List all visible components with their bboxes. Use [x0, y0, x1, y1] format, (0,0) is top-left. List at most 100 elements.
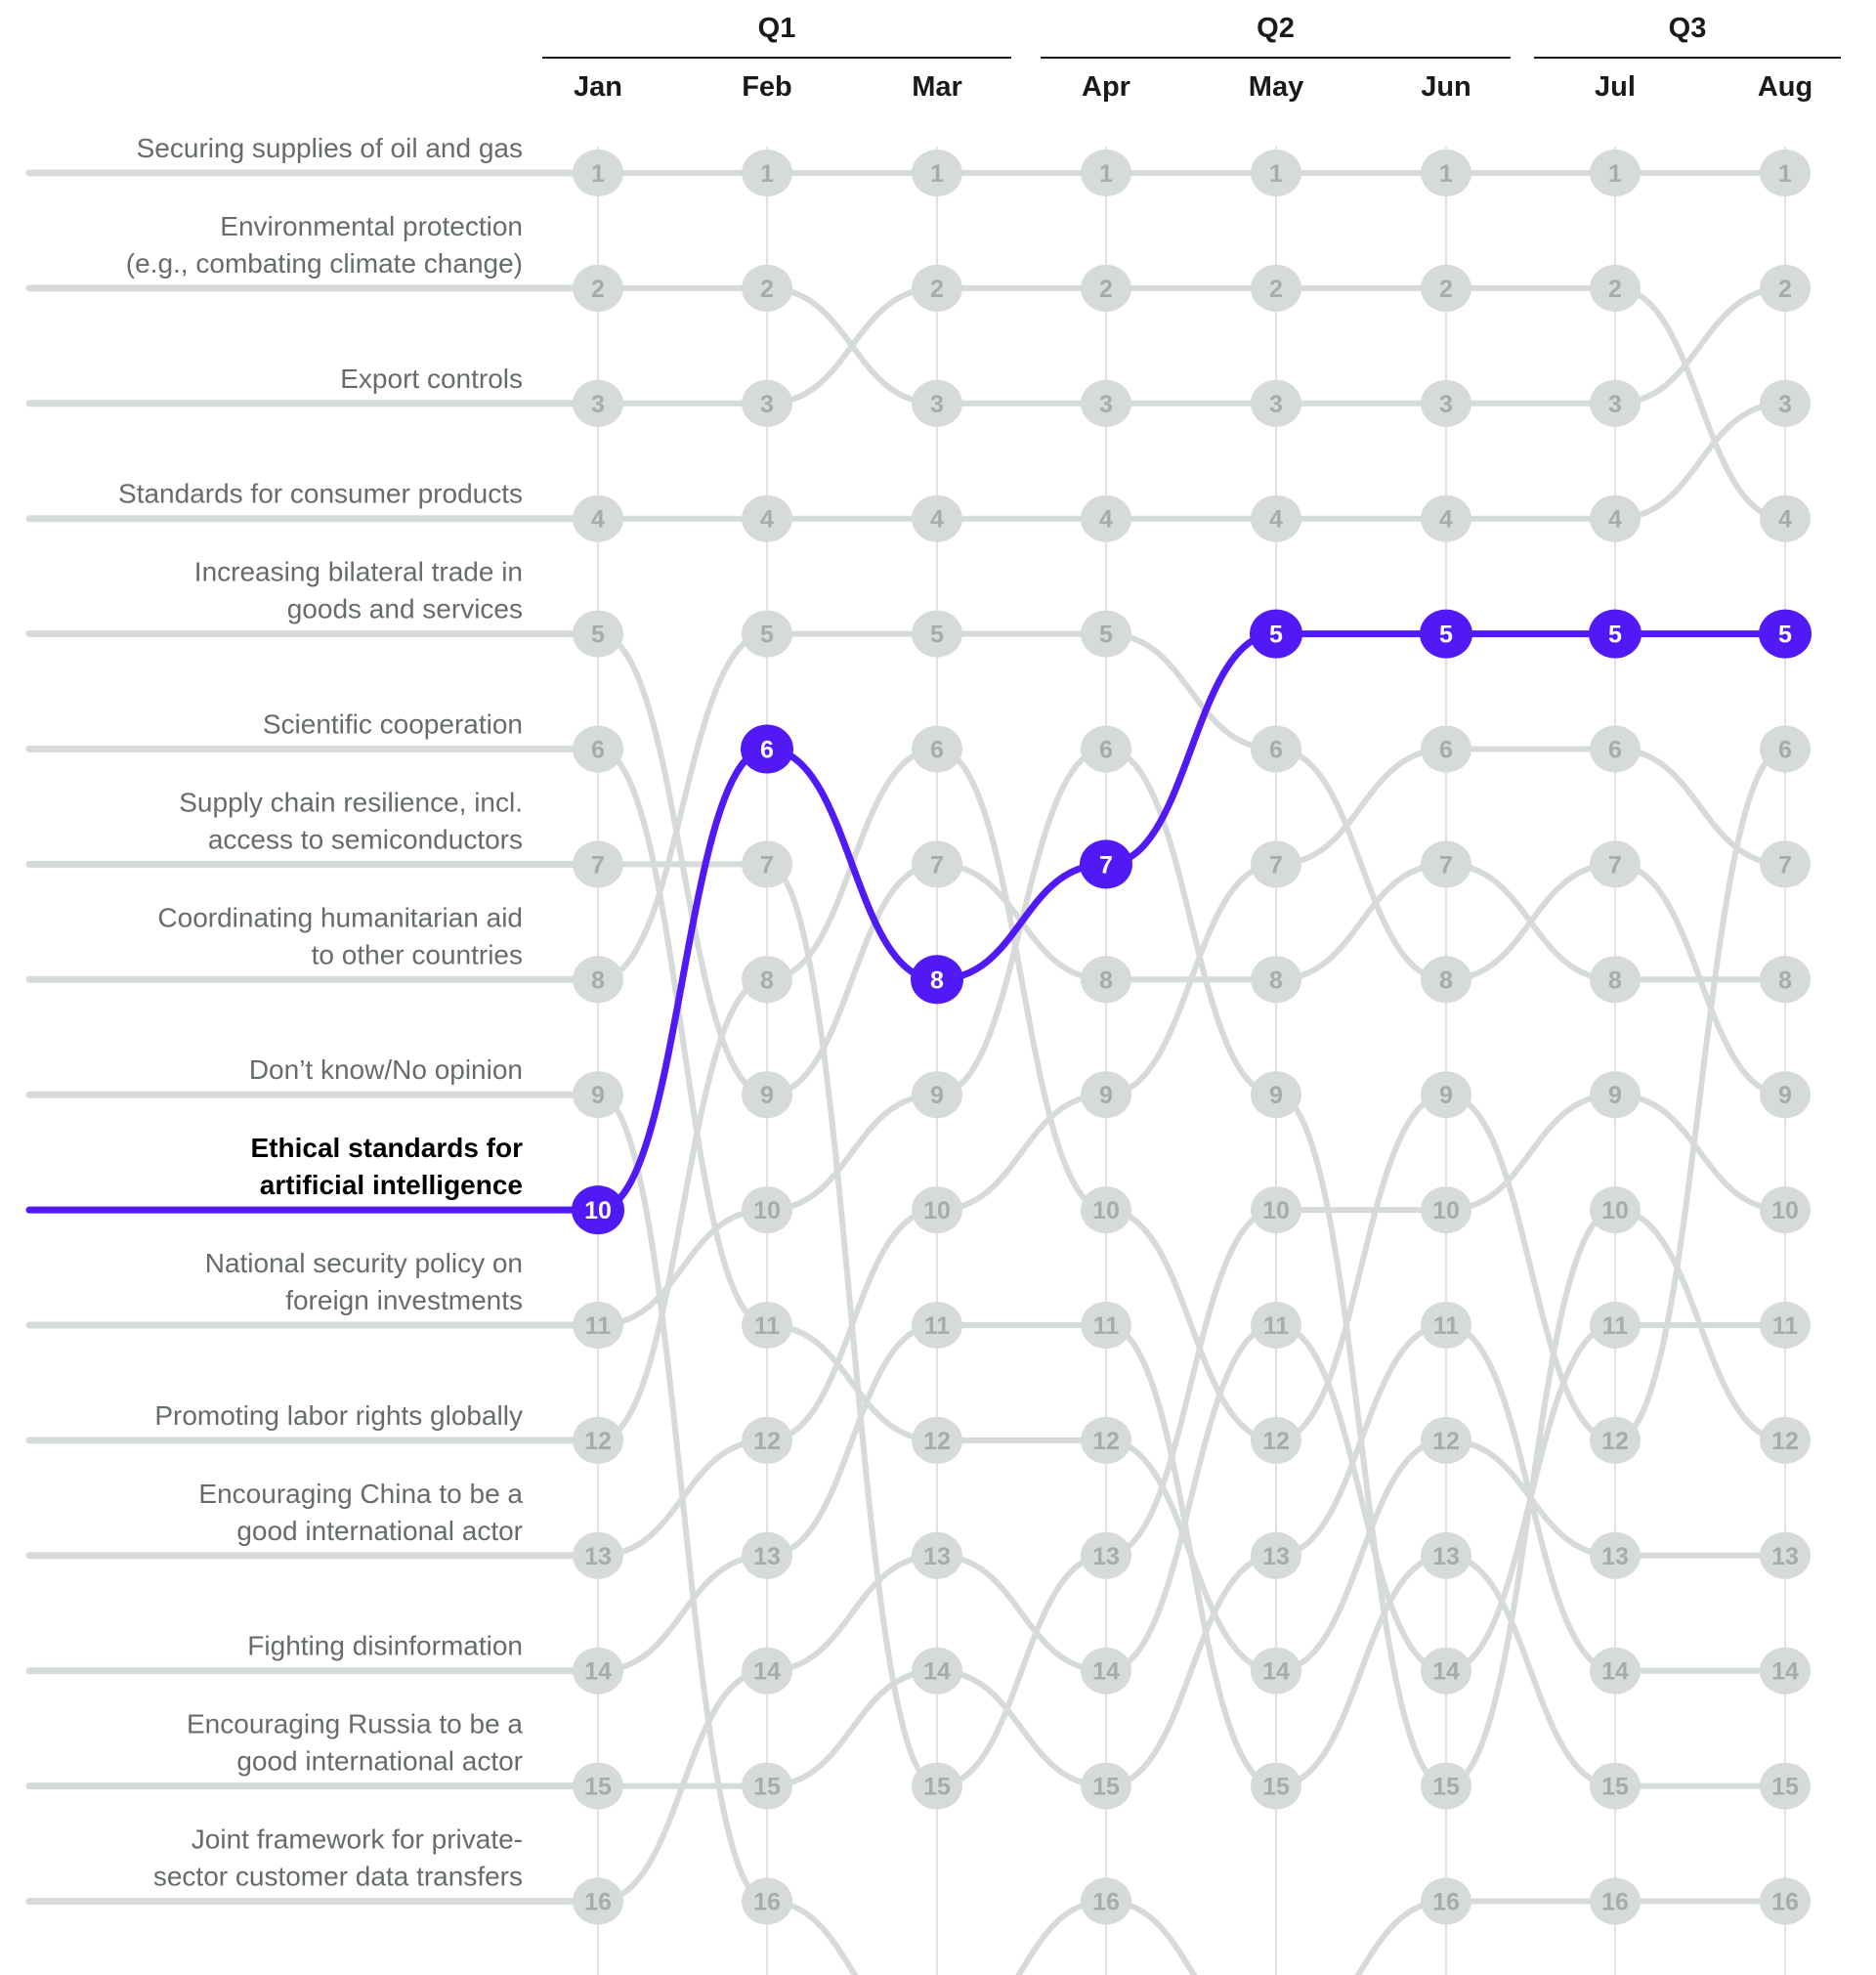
rank-marker: [1421, 956, 1471, 1004]
rank-label: 12: [1262, 1428, 1290, 1455]
rank-label: 12: [1092, 1428, 1120, 1455]
rank-label: 11: [1093, 1312, 1120, 1340]
series-label: (e.g., combating climate change): [126, 248, 523, 279]
highlight-series: Ethical standards for artificial intellig…: [25, 609, 1812, 1235]
rank-label: 9: [1099, 1082, 1113, 1109]
rank-marker: [912, 1647, 962, 1695]
rank-marker: [1081, 150, 1131, 196]
series-label: good international actor: [236, 1516, 523, 1546]
series-label: sector customer data transfers: [153, 1862, 523, 1892]
rank-marker: [742, 840, 792, 888]
rank-label: 14: [923, 1658, 951, 1686]
rank-label: 13: [1601, 1543, 1629, 1570]
rank-label: 2: [1099, 276, 1113, 303]
rank-label: 7: [591, 851, 605, 879]
rank-label: 5: [1608, 622, 1622, 649]
rank-marker: [573, 956, 623, 1004]
rank-marker: [573, 1531, 623, 1579]
rank-label: 1: [1439, 160, 1453, 188]
rank-marker: [742, 1416, 792, 1464]
rank-marker: [1590, 379, 1641, 427]
month-label: Jun: [1421, 71, 1471, 103]
rank-label: 6: [1778, 737, 1792, 764]
rank-label: 14: [1262, 1658, 1290, 1686]
rank-label: 10: [1432, 1197, 1460, 1224]
rank-label: 16: [1432, 1889, 1460, 1916]
rank-label: 13: [1432, 1543, 1460, 1570]
rank-label: 15: [753, 1774, 781, 1801]
rank-marker: [1081, 264, 1131, 312]
rank-marker: [1251, 494, 1301, 542]
rank-label: 9: [591, 1082, 605, 1109]
rank-marker: [1081, 1762, 1131, 1810]
rank-marker: [1760, 1762, 1811, 1810]
rank-marker: [573, 1302, 623, 1349]
rank-marker: [1590, 956, 1641, 1004]
series-line: [597, 1321, 1785, 1905]
rank-label: 2: [1778, 276, 1792, 303]
series-label: Standards for consumer products: [118, 479, 523, 509]
series-label: Increasing bilateral trade in: [194, 557, 523, 587]
rank-label: 8: [1269, 966, 1283, 994]
rank-label: 11: [1433, 1312, 1460, 1340]
rank-label: 5: [760, 622, 774, 649]
rank-label: 10: [753, 1197, 781, 1224]
rank-label: 8: [760, 966, 774, 994]
rank-label: 3: [1269, 391, 1283, 418]
rank-marker: [573, 1647, 623, 1695]
rank-label: 3: [1778, 391, 1792, 418]
rank-marker: [573, 1416, 623, 1464]
rank-label: 10: [923, 1197, 951, 1224]
rank-marker: [1421, 1647, 1471, 1695]
rank-marker: [1760, 1416, 1811, 1464]
rank-marker: [1760, 494, 1811, 542]
rank-marker: [1251, 1416, 1301, 1464]
rank-marker: [1590, 1071, 1641, 1119]
series-label: Coordinating humanitarian aid: [157, 902, 523, 932]
rank-label: 1: [760, 160, 774, 188]
rank-marker: [1760, 1186, 1811, 1234]
rank-marker: [1421, 1186, 1471, 1234]
rank-marker: [1590, 840, 1641, 888]
month-label: Feb: [742, 71, 792, 103]
rank-marker: [1081, 1416, 1131, 1464]
rank-marker: [1760, 840, 1811, 888]
rank-marker: [1760, 1531, 1811, 1579]
rank-marker: [1081, 1186, 1131, 1234]
rank-label: 4: [1099, 506, 1113, 534]
rank-label: 8: [1099, 966, 1113, 994]
rank-label: 4: [760, 506, 774, 534]
rank-marker: [912, 1416, 962, 1464]
rank-label: 16: [584, 1889, 612, 1916]
rank-marker: [1590, 1302, 1641, 1349]
rank-label: 1: [930, 160, 944, 188]
rank-label: 5: [1099, 622, 1113, 649]
rank-marker: [1251, 725, 1301, 773]
rank-label: 6: [1269, 737, 1283, 764]
rank-marker: [1251, 264, 1301, 312]
rank-label: 6: [1439, 737, 1453, 764]
rank-label: 12: [753, 1428, 781, 1455]
rank-label: 2: [1439, 276, 1453, 303]
rank-marker: [1421, 1416, 1471, 1464]
rank-marker: [1251, 1302, 1301, 1349]
rank-label: 13: [584, 1543, 612, 1570]
rank-label: 11: [1602, 1312, 1629, 1340]
rank-label: 7: [1439, 851, 1453, 879]
rank-marker: [1251, 150, 1301, 196]
series-label: to other countries: [312, 939, 523, 969]
rank-marker: [1081, 494, 1131, 542]
rank-marker: [1420, 609, 1472, 659]
rank-label: 6: [1608, 737, 1622, 764]
rank-marker: [1759, 609, 1812, 659]
rank-marker: [912, 494, 962, 542]
rank-marker: [573, 150, 623, 196]
rank-label: 9: [1608, 1082, 1622, 1109]
rank-label: 9: [930, 1082, 944, 1109]
rank-label: 4: [1608, 506, 1622, 534]
rank-marker: [1421, 1762, 1471, 1810]
rank-marker: [912, 150, 962, 196]
rank-label: 14: [1601, 1658, 1629, 1686]
